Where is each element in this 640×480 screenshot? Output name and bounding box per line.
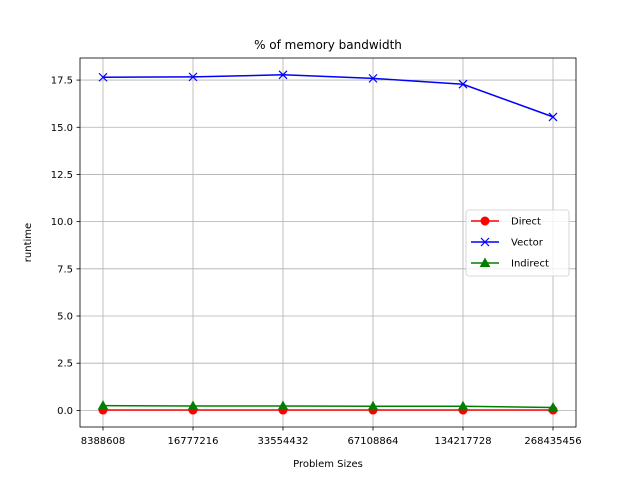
x-marker-stroke xyxy=(548,112,558,122)
x-tick-label: 8388608 xyxy=(81,436,126,447)
legend: Direct Vector Indirect xyxy=(465,209,570,277)
series-vector xyxy=(98,70,558,122)
series-line-indirect xyxy=(102,404,554,409)
y-tick-label: 12.5 xyxy=(51,170,73,181)
series-line-vector xyxy=(102,74,554,118)
x-marker-stroke xyxy=(368,73,378,83)
legend-label: Indirect xyxy=(511,259,549,270)
y-tick-label: 0.0 xyxy=(57,406,73,417)
x-axis-label: Problem Sizes xyxy=(293,459,363,470)
x-marker-stroke xyxy=(98,72,108,82)
data-point-indirect xyxy=(367,400,379,411)
chart-title: % of memory bandwidth xyxy=(254,38,402,52)
legend-item-direct: Direct xyxy=(471,216,541,228)
legend-box xyxy=(465,209,570,277)
x-tick-label: 33554432 xyxy=(258,436,309,447)
x-marker-stroke xyxy=(278,70,288,80)
legend-label: Vector xyxy=(511,238,544,249)
data-point-indirect xyxy=(547,402,559,412)
data-point-vector xyxy=(368,73,378,83)
y-tick-label: 17.5 xyxy=(51,76,73,87)
y-tick-label: 15.0 xyxy=(51,123,73,134)
data-point-indirect xyxy=(457,400,469,411)
data-point-vector xyxy=(278,70,288,80)
data-point-vector xyxy=(98,72,108,82)
x-marker-stroke xyxy=(480,237,490,247)
legend-label: Direct xyxy=(511,217,541,228)
y-tick-label: 7.5 xyxy=(57,264,73,275)
y-tick-label: 5.0 xyxy=(57,312,73,323)
legend-item-vector: Vector xyxy=(471,238,544,249)
data-point-indirect xyxy=(97,400,109,410)
legend-item-indirect: Indirect xyxy=(471,257,549,270)
y-axis-label: runtime xyxy=(23,223,34,262)
series xyxy=(97,70,559,415)
plot-frame xyxy=(79,57,577,428)
data-point-indirect xyxy=(187,400,199,411)
x-marker-stroke xyxy=(188,72,198,82)
y-tick-label: 10.0 xyxy=(51,217,73,228)
x-tick-label: 16777216 xyxy=(168,436,219,447)
legend-marker xyxy=(480,216,490,226)
data-point-vector xyxy=(548,112,558,122)
x-tick-label: 268435456 xyxy=(524,436,581,447)
data-point-vector xyxy=(188,72,198,82)
x-marker-stroke xyxy=(458,79,468,89)
data-point-indirect xyxy=(277,400,289,411)
data-point-vector xyxy=(458,79,468,89)
series-indirect xyxy=(97,400,559,412)
legend-marker xyxy=(480,237,490,247)
x-tick-label: 67108864 xyxy=(348,436,399,447)
legend-marker xyxy=(479,257,491,267)
y-tick-label: 2.5 xyxy=(57,359,73,370)
axis-ticks: 8388608 16777216 33554432 67108864 134217728… xyxy=(51,76,582,447)
x-tick-label: 134217728 xyxy=(434,436,491,447)
